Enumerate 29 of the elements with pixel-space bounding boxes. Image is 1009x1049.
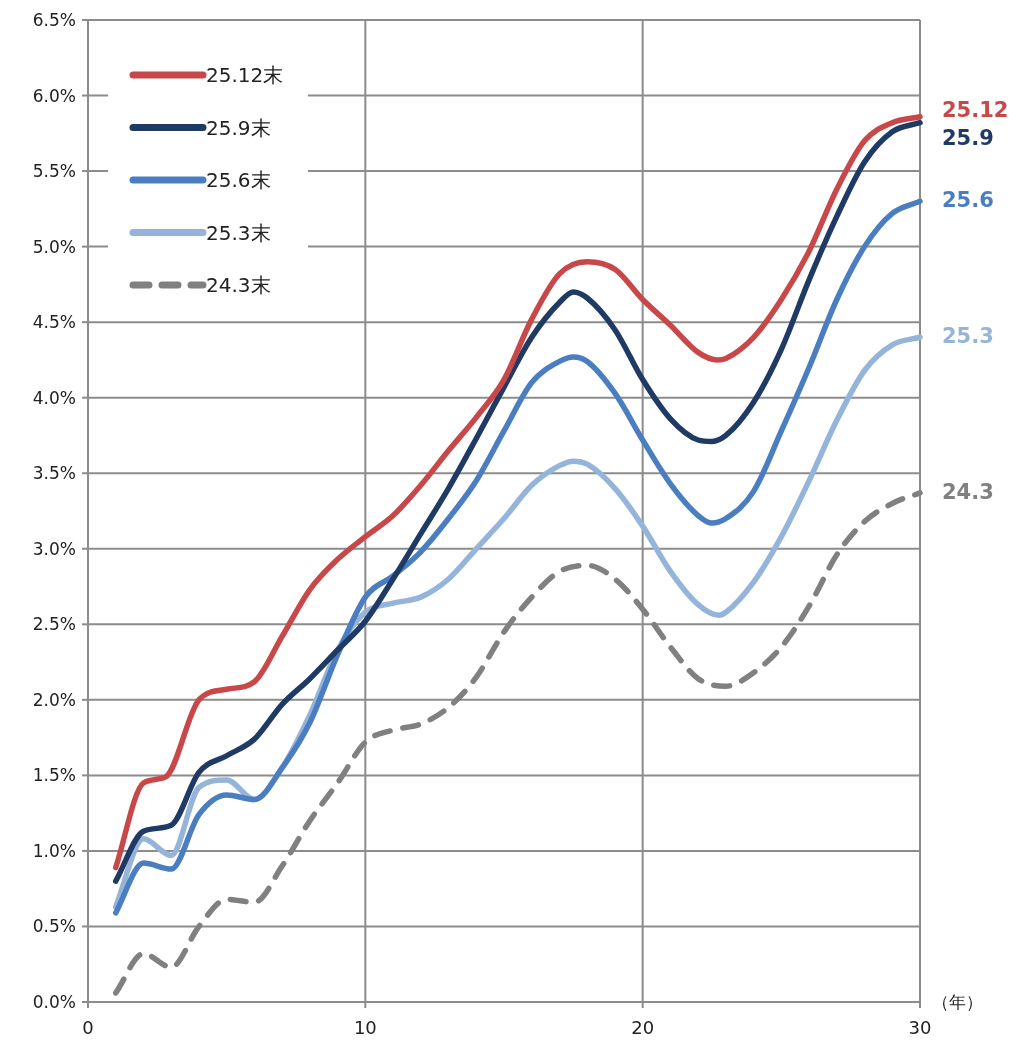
y-tick-label: 4.5%: [32, 312, 76, 333]
legend-label: 24.3末: [206, 273, 271, 297]
x-tick-label: 10: [353, 1017, 377, 1038]
x-tick-label: 0: [82, 1017, 94, 1038]
legend-label: 25.12末: [206, 63, 284, 87]
text: 25.6: [942, 188, 994, 213]
x-tick-label: 30: [908, 1017, 932, 1038]
x-tick-label: 20: [631, 1017, 655, 1038]
y-tick-label: 4.0%: [32, 387, 76, 408]
y-tick-label: 1.0%: [32, 840, 76, 861]
y-tick-label: 0.0%: [32, 992, 76, 1012]
y-tick-label: 0.5%: [32, 916, 76, 937]
y-tick-label: 6.0%: [32, 85, 76, 106]
legend-label: 25.6末: [206, 168, 271, 192]
y-tick-label: 6.5%: [32, 10, 76, 30]
y-tick-label: 1.5%: [32, 765, 76, 786]
text: 25.9: [942, 125, 994, 150]
legend-label: 25.3末: [206, 220, 271, 245]
y-tick-label: 2.0%: [32, 689, 76, 710]
legend-label: 25.9末: [206, 115, 271, 140]
y-tick-label: 5.5%: [32, 161, 76, 182]
text: 25.3: [942, 324, 994, 349]
y-tick-label: 5.0%: [32, 236, 76, 257]
y-tick-label: 3.5%: [32, 463, 76, 484]
y-tick-label: 2.5%: [32, 614, 76, 635]
x-axis-title: （年）: [932, 992, 983, 1012]
text: 25.12: [942, 97, 1009, 122]
y-tick-label: 3.0%: [32, 538, 76, 559]
text: 24.3: [942, 479, 994, 504]
